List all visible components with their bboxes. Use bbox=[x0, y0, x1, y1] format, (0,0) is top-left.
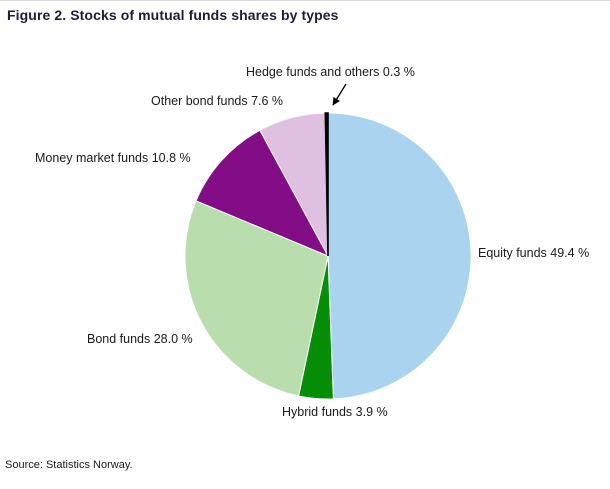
slice-label-bond-funds: Bond funds 28.0 % bbox=[87, 332, 193, 346]
chart-title: Figure 2. Stocks of mutual funds shares … bbox=[7, 7, 339, 23]
pie-slice-hedge-funds-and-others bbox=[324, 112, 329, 257]
slice-label-other-bond-funds: Other bond funds 7.6 % bbox=[151, 94, 284, 108]
pie-slices bbox=[184, 112, 472, 400]
slice-label-money-market-funds: Money market funds 10.8 % bbox=[35, 151, 191, 165]
pie-slice-equity-funds bbox=[327, 112, 472, 400]
slice-label-hedge-funds: Hedge funds and others 0.3 % bbox=[246, 65, 415, 79]
annotation-arrow bbox=[332, 83, 347, 106]
slice-label-hybrid-funds: Hybrid funds 3.9 % bbox=[282, 405, 388, 419]
slice-label-equity-funds: Equity funds 49.4 % bbox=[478, 246, 590, 260]
source-note: Source: Statistics Norway. bbox=[5, 459, 133, 471]
pie-slice-bond-funds bbox=[184, 200, 329, 397]
pie-slice-money-market-funds bbox=[195, 129, 330, 258]
